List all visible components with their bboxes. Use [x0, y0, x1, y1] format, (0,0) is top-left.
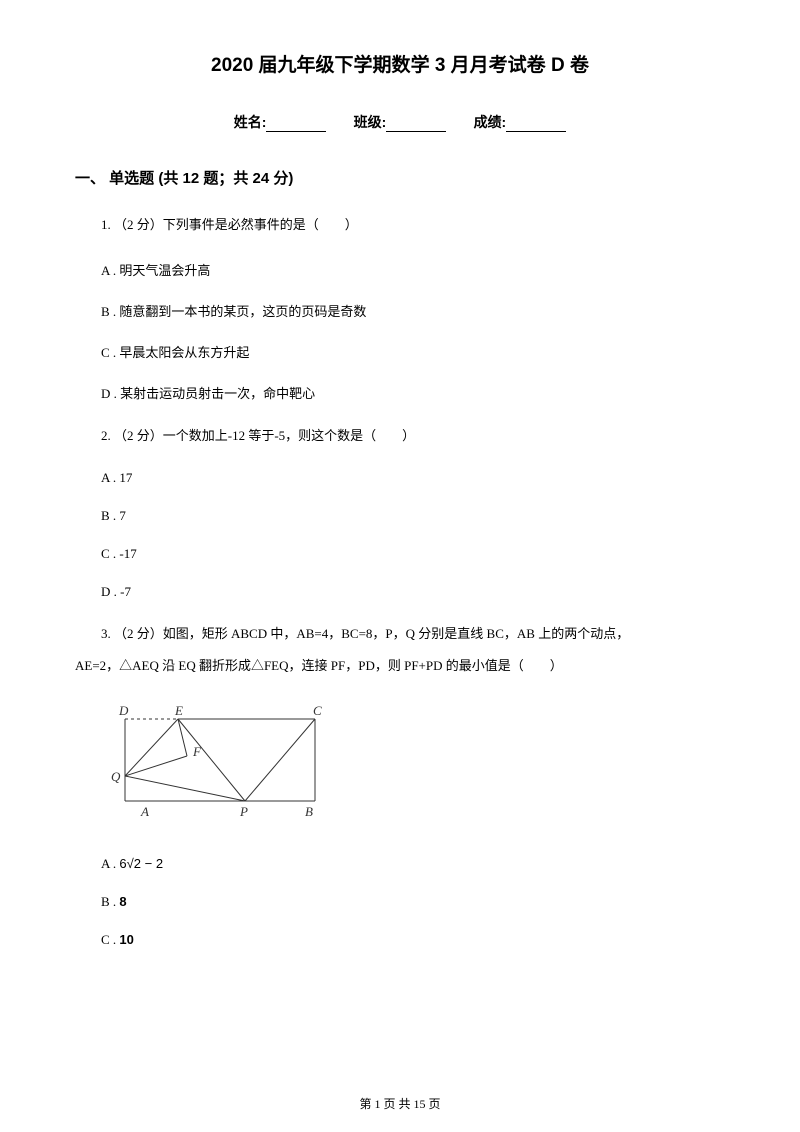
- page-footer: 第 1 页 共 15 页: [0, 1095, 800, 1112]
- question-2: 2. （2 分）一个数加上-12 等于-5，则这个数是（ ） A . 17 B …: [75, 424, 725, 601]
- name-label: 姓名:: [234, 114, 267, 130]
- label-A: A: [140, 804, 149, 819]
- q2-option-a: A . 17: [75, 470, 725, 486]
- exam-title: 2020 届九年级下学期数学 3 月月考试卷 D 卷: [75, 50, 725, 77]
- q1-option-c: C . 早晨太阳会从东方升起: [75, 342, 725, 361]
- score-label: 成绩:: [474, 114, 507, 130]
- q2-stem: 2. （2 分）一个数加上-12 等于-5，则这个数是（ ）: [75, 424, 725, 449]
- question-1: 1. （2 分）下列事件是必然事件的是（ ） A . 明天气温会升高 B . 随…: [75, 213, 725, 402]
- section-1-header: 一、 单选题 (共 12 题；共 24 分): [75, 167, 725, 188]
- class-label: 班级:: [354, 114, 387, 130]
- question-3: 3. （2 分）如图，矩形 ABCD 中，AB=4，BC=8，P，Q 分别是直线…: [75, 622, 725, 947]
- q1-option-b: B . 随意翻到一本书的某页，这页的页码是奇数: [75, 301, 725, 320]
- q3-stem-line2: AE=2，△AEQ 沿 EQ 翻折形成△FEQ，连接 PF，PD，则 PF+PD…: [75, 654, 725, 679]
- class-blank: [386, 116, 446, 132]
- q1-option-d: D . 某射击运动员射击一次，命中靶心: [75, 383, 725, 402]
- label-F: F: [192, 744, 202, 759]
- q2-option-c: C . -17: [75, 546, 725, 562]
- label-Q: Q: [111, 769, 121, 784]
- q1-stem: 1. （2 分）下列事件是必然事件的是（ ）: [75, 213, 725, 238]
- info-row: 姓名: 班级: 成绩:: [75, 112, 725, 132]
- q3-stem-line1: 3. （2 分）如图，矩形 ABCD 中，AB=4，BC=8，P，Q 分别是直线…: [75, 622, 725, 647]
- label-D: D: [118, 703, 129, 718]
- q2-option-d: D . -7: [75, 584, 725, 600]
- q3-a-expression: 6√2 − 2: [119, 856, 163, 871]
- q2-option-b: B . 7: [75, 508, 725, 524]
- q3-option-c: C . 10: [75, 932, 725, 948]
- q1-option-a: A . 明天气温会升高: [75, 260, 725, 279]
- name-blank: [266, 116, 326, 132]
- q3-option-b: B . 8: [75, 894, 725, 910]
- label-B: B: [305, 804, 313, 819]
- score-blank: [506, 116, 566, 132]
- label-E: E: [174, 703, 183, 718]
- label-C: C: [313, 703, 322, 718]
- label-P: P: [239, 804, 248, 819]
- q3-figure: D E C Q F A P B: [105, 701, 725, 831]
- q3-option-a: A . 6√2 − 2: [75, 856, 725, 872]
